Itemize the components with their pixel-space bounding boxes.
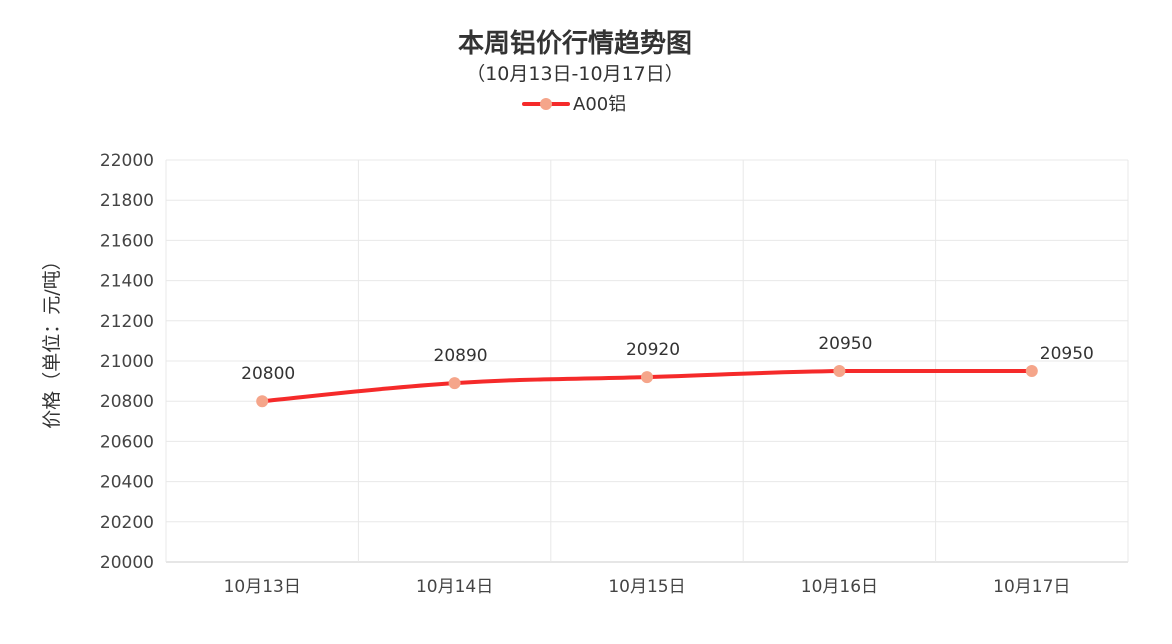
data-point xyxy=(1025,365,1038,378)
y-tick-label: 21400 xyxy=(100,272,154,292)
y-tick-label: 20400 xyxy=(100,473,154,493)
data-point xyxy=(833,365,846,378)
x-tick-label: 10月16日 xyxy=(801,577,878,597)
y-tick-label: 20600 xyxy=(100,432,154,452)
x-tick-label: 10月17日 xyxy=(993,577,1070,597)
data-labels: 20800 20890 20920 20950 20950 xyxy=(241,334,1094,384)
data-point xyxy=(641,371,653,384)
y-tick-label: 22000 xyxy=(100,151,154,171)
data-label: 20950 xyxy=(818,334,872,354)
y-axis-title: 价格（单位：元/吨） xyxy=(41,251,63,428)
y-tick-label: 21200 xyxy=(100,312,154,332)
grid xyxy=(165,159,1129,563)
y-tick-label: 21000 xyxy=(100,352,154,372)
data-point xyxy=(448,377,461,390)
legend-marker-swatch xyxy=(540,98,552,110)
x-tick-label: 10月15日 xyxy=(608,577,685,597)
data-label: 20890 xyxy=(434,346,488,366)
x-axis: 10月13日 10月14日 10月15日 10月16日 10月17日 xyxy=(224,577,1071,597)
chart-title: 本周铝价行情趋势图 xyxy=(458,28,692,59)
data-label: 20920 xyxy=(626,340,680,360)
data-label: 20950 xyxy=(1040,344,1094,364)
data-point xyxy=(256,395,269,408)
y-tick-label: 20200 xyxy=(100,513,154,533)
y-tick-label: 20800 xyxy=(100,392,154,412)
series-a00 xyxy=(256,365,1038,408)
y-tick-label: 20000 xyxy=(100,553,154,573)
y-tick-label: 21800 xyxy=(100,191,154,211)
legend-label: A00铝 xyxy=(573,94,626,115)
legend[interactable]: A00铝 xyxy=(522,94,626,115)
y-axis: 20000 20200 20400 20600 20800 21000 21200 21400… xyxy=(100,151,154,573)
x-tick-label: 10月14日 xyxy=(416,577,493,597)
x-tick-label: 10月13日 xyxy=(224,577,301,597)
chart-subtitle: （10月13日-10月17日） xyxy=(466,63,684,85)
data-label: 20800 xyxy=(241,364,295,384)
y-tick-label: 21600 xyxy=(100,231,154,251)
